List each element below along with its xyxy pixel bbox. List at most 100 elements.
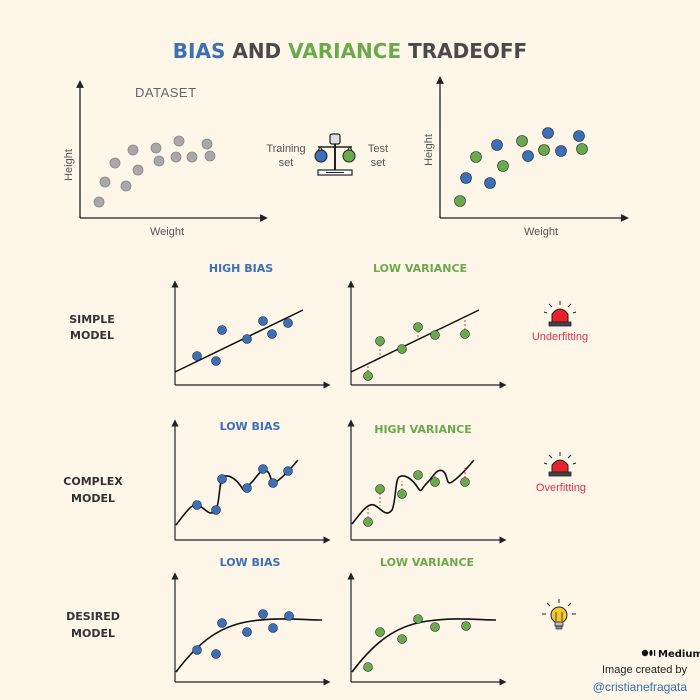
- row-label-desired-line2: MODEL: [71, 627, 115, 640]
- training-point: [217, 325, 227, 335]
- row-label-complex-line2: MODEL: [71, 492, 115, 505]
- data-point: [173, 135, 185, 147]
- training-point: [192, 500, 202, 510]
- test-point: [538, 144, 550, 156]
- training-point: [268, 623, 278, 633]
- overfitting-label: Overfitting: [536, 482, 586, 494]
- test-point: [363, 517, 373, 527]
- training-point: [192, 351, 202, 361]
- test-point: [413, 614, 423, 624]
- test-point: [397, 344, 407, 354]
- complex-fit-curve: [351, 459, 475, 525]
- training-point: [522, 150, 534, 162]
- data-point: [132, 164, 144, 176]
- split-chart: Weight Height: [423, 76, 629, 238]
- training-point: [258, 316, 268, 326]
- test-point: [430, 330, 440, 340]
- test-point: [470, 151, 482, 163]
- x-axis-label: Weight: [524, 226, 558, 238]
- training-point: [192, 645, 202, 655]
- data-point: [201, 138, 213, 150]
- test-point: [413, 322, 423, 332]
- test-point: [460, 477, 470, 487]
- y-axis-label: Height: [63, 149, 75, 181]
- data-point: [153, 155, 165, 167]
- row-label-desired-line1: DESIRED: [66, 610, 120, 623]
- test-point: [430, 622, 440, 632]
- header-high-bias: HIGH BIAS: [209, 262, 273, 275]
- row-label-simple-line2: MODEL: [70, 329, 114, 342]
- training-point: [283, 318, 293, 328]
- training-point: [267, 329, 277, 339]
- header-low-variance-simple: LOW VARIANCE: [373, 262, 467, 275]
- training-point: [460, 172, 472, 184]
- page-title: BIAS AND VARIANCE TRADEOFF: [173, 39, 527, 63]
- test-point: [461, 621, 471, 631]
- test-point: [397, 489, 407, 499]
- dataset-label: DATASET: [135, 85, 197, 100]
- row-label-complex-line1: COMPLEX: [63, 475, 123, 488]
- training-point: [211, 505, 221, 515]
- alarm-siren-icon: [543, 301, 577, 327]
- training-point: [217, 474, 227, 484]
- test-point: [363, 662, 373, 672]
- test-point: [375, 484, 385, 494]
- desired-low-variance-chart: [347, 572, 507, 686]
- data-point: [186, 151, 198, 163]
- complex-high-variance-chart: [347, 419, 507, 544]
- row-label-simple-line1: SIMPLE: [69, 313, 115, 326]
- underfitting-label: Underfitting: [532, 331, 588, 343]
- test-point: [413, 470, 423, 480]
- balance-scale-icon: [314, 133, 356, 176]
- header-low-bias-desired: LOW BIAS: [220, 556, 281, 569]
- split-points: [454, 127, 588, 207]
- smooth-fit-curve: [351, 618, 497, 673]
- data-point: [204, 150, 216, 162]
- training-point: [258, 464, 268, 474]
- desired-low-bias-chart: [171, 572, 331, 686]
- test-label-line2: set: [371, 157, 386, 169]
- x-axis-label: Weight: [150, 226, 184, 238]
- test-label-line1: Test: [368, 143, 388, 155]
- training-point: [491, 139, 503, 151]
- data-point: [99, 176, 111, 188]
- training-point: [211, 649, 221, 659]
- test-point: [516, 135, 528, 147]
- training-point: [283, 466, 293, 476]
- simple-low-variance-chart: [347, 280, 507, 389]
- data-point: [93, 196, 105, 208]
- train-test-split: Training set Test set: [266, 133, 388, 176]
- dataset-points: [93, 135, 216, 208]
- test-point: [497, 160, 509, 172]
- medium-brand: Medium: [658, 649, 700, 660]
- complex-fit-curve: [175, 459, 299, 526]
- title-bias: BIAS: [173, 39, 226, 63]
- test-point: [375, 627, 385, 637]
- credit-line: Image created by: [602, 664, 687, 676]
- test-point: [363, 371, 373, 381]
- training-point: [573, 130, 585, 142]
- header-high-variance: HIGH VARIANCE: [374, 423, 472, 436]
- data-point: [127, 144, 139, 156]
- credit-handle[interactable]: @cristianefragata: [593, 680, 688, 694]
- training-point: [268, 478, 278, 488]
- training-point: [242, 483, 252, 493]
- dataset-chart: DATASET Weight Height: [63, 80, 268, 238]
- training-point: [542, 127, 554, 139]
- test-point: [454, 195, 466, 207]
- training-point: [211, 356, 221, 366]
- y-axis-label: Height: [423, 134, 435, 166]
- linear-fit-line: [350, 309, 480, 373]
- simple-high-bias-chart: [171, 280, 331, 389]
- title-variance: VARIANCE: [288, 39, 401, 63]
- training-point: [217, 618, 227, 628]
- data-point: [150, 142, 162, 154]
- test-point: [430, 477, 440, 487]
- header-low-bias-complex: LOW BIAS: [220, 420, 281, 433]
- lightbulb-icon: [542, 599, 576, 630]
- test-point: [397, 634, 407, 644]
- training-point: [258, 609, 268, 619]
- test-point: [460, 329, 470, 339]
- training-point: [555, 145, 567, 157]
